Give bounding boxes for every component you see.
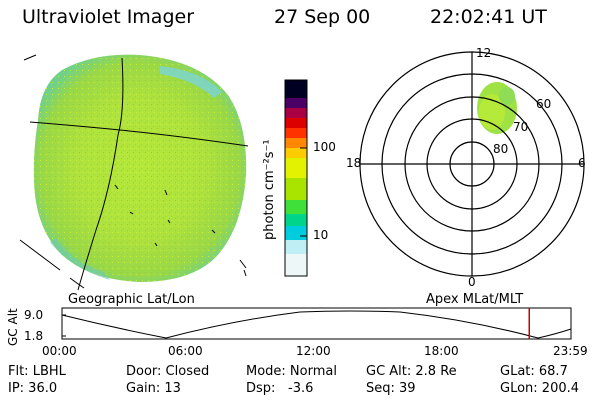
mode-status: Mode: Normal: [246, 364, 337, 379]
seq-status: Seq: 39: [366, 381, 416, 396]
altitude-xtick-2359: 23:59: [553, 344, 588, 358]
colorbar-unit-label: photon cm⁻²s⁻¹: [262, 139, 277, 240]
altitude-xtick-1200: 12:00: [296, 344, 331, 358]
glat-status: GLat: 68.7: [500, 364, 568, 379]
dsp-label: Dsp:: [246, 381, 276, 396]
instrument-title: Ultraviolet Imager: [22, 6, 195, 28]
altitude-xtick-0600: 06:00: [168, 344, 203, 358]
polar-caption: Apex MLat/MLT: [426, 292, 524, 307]
filter-status: Flt: LBHL: [8, 364, 66, 379]
altitude-plot: [61, 307, 572, 340]
altitude-curve: [61, 310, 572, 339]
gc-alt-status: GC Alt: 2.8 Re: [366, 364, 457, 379]
colorbar: [284, 79, 308, 277]
altitude-ytick-1.8: 1.8: [24, 329, 44, 343]
glon-status: GLon: 200.4: [500, 381, 580, 396]
colorbar-tick-10: 10: [313, 228, 329, 242]
time-label: 22:02:41 UT: [430, 6, 547, 28]
altitude-xtick-1800: 18:00: [424, 344, 459, 358]
polar-plot: [359, 51, 585, 277]
latitude-line: [29, 121, 249, 147]
altitude-xtick-0000: 00:00: [42, 344, 77, 358]
ip-status: IP: 36.0: [8, 381, 58, 396]
mlt-label-0: 0: [468, 275, 476, 289]
altitude-ylabel: GC Alt: [6, 308, 20, 346]
geo-caption: Geographic Lat/Lon: [68, 292, 195, 307]
mlat-label-70: 70: [513, 120, 529, 134]
altitude-ytick-9: 9.0: [24, 308, 44, 322]
mlt-label-12: 12: [476, 46, 492, 60]
mlat-label-80: 80: [493, 142, 509, 156]
dsp-value: -3.6: [288, 381, 314, 396]
mlt-label-6: 6: [578, 156, 586, 170]
mlat-label-60: 60: [536, 97, 552, 111]
meridian-line: [77, 57, 124, 291]
date-label: 27 Sep 00: [274, 6, 371, 28]
geo-image: [33, 54, 247, 282]
door-status: Door: Closed: [126, 364, 210, 379]
colorbar-tick-100: 100: [313, 140, 336, 154]
geo-grid: [19, 54, 249, 291]
mlt-label-18: 18: [346, 156, 362, 170]
gain-status: Gain: 13: [126, 381, 181, 396]
